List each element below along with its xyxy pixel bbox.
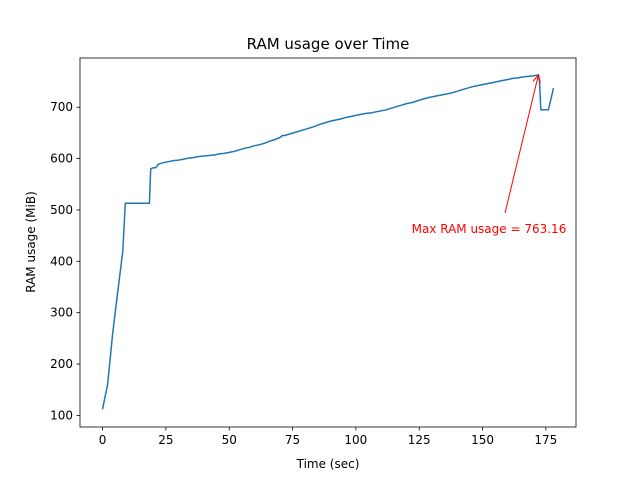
x-tick-label: 0 [99, 433, 107, 447]
x-axis-label: Time (sec) [296, 457, 360, 471]
x-tick-label: 25 [158, 433, 173, 447]
x-tick-label: 125 [408, 433, 431, 447]
x-tick-label: 150 [471, 433, 494, 447]
chart-title: RAM usage over Time [247, 35, 410, 53]
y-tick-label: 400 [50, 254, 73, 268]
y-tick-label: 700 [50, 100, 73, 114]
y-tick-label: 300 [50, 306, 73, 320]
x-tick-label: 50 [222, 433, 237, 447]
x-tick-label: 100 [344, 433, 367, 447]
y-tick-label: 600 [50, 152, 73, 166]
annotation-arrow [504, 76, 538, 214]
axes-frame [79, 57, 577, 428]
plot-area: 0 25 50 75 100 125 150 175 100 200 300 400 500 600 700… [50, 57, 577, 447]
y-tick-label: 200 [50, 357, 73, 371]
x-tick-label: 175 [534, 433, 557, 447]
series-line [101, 74, 555, 410]
x-tick-label: 75 [285, 433, 300, 447]
y-tick-label: 100 [50, 408, 73, 422]
y-tick-label: 500 [50, 203, 73, 217]
annotation-text: Max RAM usage = 763.16 [412, 222, 567, 236]
y-axis-label: RAM usage (MiB) [24, 191, 38, 293]
